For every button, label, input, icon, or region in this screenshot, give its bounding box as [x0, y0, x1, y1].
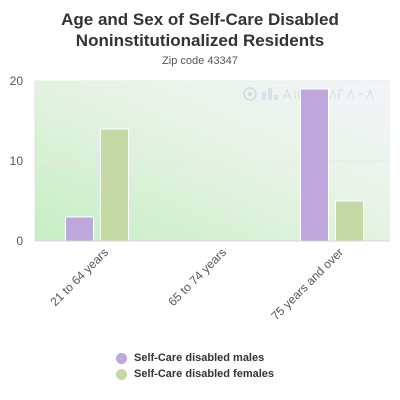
chart-subtitle: Zip code 43347: [162, 55, 238, 67]
bar-females-0: [100, 128, 129, 242]
watermark-logo: [243, 87, 374, 101]
legend-item-females: Self-Care disabled females: [116, 366, 274, 382]
title-line-1: Age and Sex of Self-Care Disabled: [61, 10, 339, 29]
bar-males-0: [65, 216, 94, 242]
x-tick-label: 75 years and over: [268, 245, 346, 323]
legend-swatch-females: [116, 368, 127, 380]
y-tick-label: 0: [16, 234, 23, 248]
x-tick-label: 21 to 64 years: [47, 245, 111, 309]
legend-swatch-males: [116, 352, 127, 364]
y-tick-label: 10: [10, 154, 24, 168]
x-tick-label: 65 to 74 years: [165, 245, 229, 309]
chart-title: Age and Sex of Self-Care Disabled Nonins…: [0, 9, 400, 51]
chart-legend: Self-Care disabled males Self-Care disab…: [116, 350, 274, 382]
y-tick-label: 20: [10, 74, 24, 88]
legend-label-females: Self-Care disabled females: [134, 368, 275, 380]
bar-females-2: [335, 200, 364, 242]
bar-males-2: [300, 88, 329, 242]
title-line-2: Noninstitutionalized Residents: [75, 31, 325, 50]
legend-item-males: Self-Care disabled males: [116, 350, 274, 366]
legend-label-males: Self-Care disabled males: [134, 352, 265, 364]
